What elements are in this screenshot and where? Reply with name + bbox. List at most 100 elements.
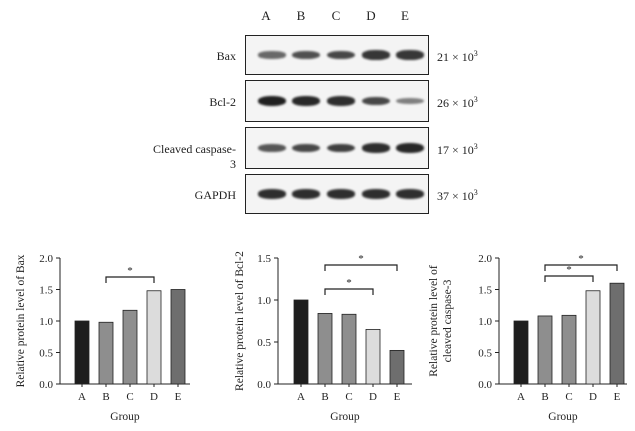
x-tick-label: E xyxy=(614,391,621,403)
blot-label: GAPDH xyxy=(194,188,236,202)
significance-bracket xyxy=(324,288,374,295)
molecular-weight: 37 × 103 xyxy=(437,188,478,203)
x-axis-title: Group xyxy=(548,411,578,423)
bar xyxy=(341,313,357,385)
y-tick-label: 2.0 xyxy=(478,253,492,265)
blot-label: Bcl-2 xyxy=(209,95,236,109)
y-tick-label: 0.5 xyxy=(478,348,492,360)
blot-band xyxy=(258,51,286,59)
blot-band xyxy=(292,143,320,153)
significance-bracket xyxy=(544,275,594,282)
significance-marker: * xyxy=(127,265,133,277)
blot-band xyxy=(292,50,320,60)
blot-band xyxy=(362,189,390,199)
y-tick-label: 0.0 xyxy=(257,379,271,391)
blot-panel xyxy=(245,80,429,122)
x-tick-label: C xyxy=(126,391,133,403)
blot-band xyxy=(327,50,355,60)
lane-label-c: C xyxy=(331,8,341,23)
blot-panel xyxy=(245,174,429,214)
x-tick-label: D xyxy=(150,391,158,403)
blot-label: Bax xyxy=(216,49,236,63)
blot-band xyxy=(362,143,390,153)
x-axis-title: Group xyxy=(330,411,360,423)
y-axis-title: Relative protein level of Bax xyxy=(15,254,27,387)
bar xyxy=(122,309,138,385)
bar xyxy=(146,290,162,385)
lane-label-a: A xyxy=(261,8,271,23)
y-tick-label: 1.5 xyxy=(257,253,271,265)
y-tick-label: 0.0 xyxy=(478,379,492,391)
bar xyxy=(317,313,333,385)
x-tick-label: A xyxy=(517,391,525,403)
bar xyxy=(513,320,529,385)
blot-band xyxy=(258,189,286,199)
blot-band xyxy=(258,144,286,152)
x-tick-label: B xyxy=(102,391,109,403)
x-tick-label: C xyxy=(565,391,572,403)
y-tick-label: 2.0 xyxy=(39,253,53,265)
blot-band xyxy=(396,50,424,60)
y-tick-label: 0.5 xyxy=(39,348,53,360)
x-tick-label: C xyxy=(345,391,352,403)
blot-band xyxy=(292,96,320,106)
significance-marker: * xyxy=(566,264,572,276)
bar xyxy=(561,314,577,385)
blot-band xyxy=(292,189,320,199)
y-tick-label: 1.5 xyxy=(39,285,53,297)
y-tick-label: 1.0 xyxy=(257,295,271,307)
y-axis-title: cleaved caspase-3 xyxy=(442,279,454,362)
y-axis-title: Relative protein level of xyxy=(428,265,440,377)
bar xyxy=(537,315,553,385)
lane-label-e: E xyxy=(401,8,409,23)
x-tick-label: A xyxy=(297,391,305,403)
lane-label-d: D xyxy=(366,8,376,23)
x-tick-label: E xyxy=(394,391,401,403)
significance-bracket xyxy=(544,264,618,271)
x-tick-label: D xyxy=(369,391,377,403)
bar xyxy=(389,349,405,385)
blot-panel xyxy=(245,127,429,169)
y-tick-label: 1.0 xyxy=(478,316,492,328)
x-tick-label: E xyxy=(175,391,182,403)
y-tick-label: 1.0 xyxy=(39,316,53,328)
significance-marker: * xyxy=(578,253,584,265)
bar xyxy=(74,320,90,385)
blot-band xyxy=(327,143,355,153)
y-axis-title: Relative protein level of Bcl-2 xyxy=(234,251,246,391)
x-tick-label: B xyxy=(321,391,328,403)
x-tick-label: D xyxy=(589,391,597,403)
x-tick-label: A xyxy=(78,391,86,403)
bar xyxy=(609,282,625,385)
molecular-weight: 26 × 103 xyxy=(437,95,478,110)
significance-bracket xyxy=(105,276,155,283)
blot-band xyxy=(396,189,424,199)
bar xyxy=(585,290,601,385)
y-tick-label: 0.5 xyxy=(257,337,271,349)
bar xyxy=(293,299,309,385)
molecular-weight: 21 × 103 xyxy=(437,49,478,64)
bar xyxy=(365,328,381,385)
lane-label-b: B xyxy=(296,8,306,23)
x-axis-title: Group xyxy=(110,411,140,423)
x-tick-label: B xyxy=(541,391,548,403)
blot-band xyxy=(396,97,424,105)
blot-band xyxy=(362,50,390,60)
blot-band xyxy=(327,189,355,199)
blot-band xyxy=(362,96,390,106)
blot-label: Cleaved caspase-3 xyxy=(153,142,236,171)
bar xyxy=(98,321,114,385)
significance-marker: * xyxy=(358,253,364,265)
blot-band xyxy=(327,96,355,106)
significance-marker: * xyxy=(346,277,352,289)
significance-bracket xyxy=(324,264,398,271)
blot-band xyxy=(396,143,424,153)
bar xyxy=(170,289,186,385)
y-tick-label: 1.5 xyxy=(478,285,492,297)
molecular-weight: 17 × 103 xyxy=(437,142,478,157)
blot-panel xyxy=(245,35,429,75)
y-tick-label: 0.0 xyxy=(39,379,53,391)
blot-band xyxy=(258,96,286,106)
